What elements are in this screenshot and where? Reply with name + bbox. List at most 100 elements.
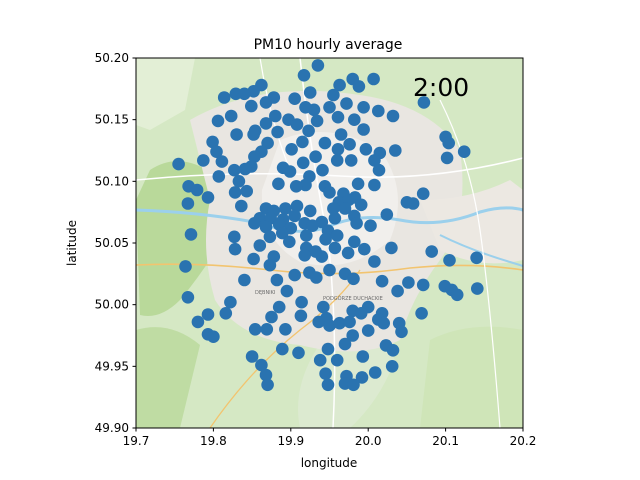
data-point — [217, 91, 231, 104]
data-point — [351, 177, 365, 191]
data-point — [386, 109, 400, 123]
data-point — [368, 178, 381, 192]
data-point — [190, 183, 204, 197]
data-point — [347, 378, 360, 392]
data-point — [377, 316, 391, 330]
data-point — [289, 180, 303, 193]
x-tick-label: 19.8 — [200, 434, 227, 448]
data-point — [310, 114, 324, 128]
chart-title: PM10 hourly average — [254, 37, 403, 53]
y-tick-label: 50.10 — [95, 174, 129, 188]
y-tick-label: 49.95 — [95, 359, 129, 373]
data-point — [294, 309, 308, 323]
data-point — [331, 143, 345, 156]
data-point — [416, 278, 430, 292]
y-tick-label: 49.90 — [95, 421, 129, 435]
data-point — [367, 72, 380, 86]
data-point — [350, 217, 363, 230]
data-point — [395, 325, 408, 339]
y-tick-label: 50.00 — [95, 298, 129, 312]
data-point — [321, 378, 335, 392]
data-point — [323, 263, 336, 277]
data-point — [191, 315, 205, 329]
data-point — [323, 186, 336, 199]
data-point — [372, 163, 386, 177]
data-point — [303, 204, 317, 218]
data-point — [230, 128, 243, 141]
data-point — [201, 191, 215, 204]
data-point — [346, 329, 360, 342]
data-point — [372, 104, 385, 118]
data-point — [271, 125, 284, 139]
data-point — [172, 157, 185, 171]
map-label-podgorze-duchackie: PODGÓRZE DUCHACKIE — [323, 295, 383, 302]
data-point — [440, 151, 454, 165]
data-point — [288, 209, 302, 223]
data-point — [228, 163, 241, 177]
data-point — [248, 323, 262, 336]
data-point — [357, 123, 370, 136]
data-point — [224, 109, 238, 123]
data-point — [283, 165, 297, 178]
data-point — [259, 117, 273, 130]
data-point — [296, 135, 309, 149]
data-point — [319, 367, 332, 381]
data-point — [359, 143, 373, 156]
data-point — [450, 288, 464, 302]
data-point — [272, 177, 285, 191]
data-point — [352, 80, 366, 93]
data-point — [311, 59, 325, 72]
data-point — [300, 229, 313, 242]
map-label-debniki: DĘBNIKI — [255, 290, 275, 296]
data-point — [260, 323, 274, 336]
data-point — [288, 268, 302, 282]
y-axis-label: latitude — [65, 220, 79, 266]
data-point — [386, 344, 400, 357]
x-tick-label: 19.7 — [123, 434, 150, 448]
data-point — [338, 337, 352, 351]
data-point — [357, 101, 370, 114]
y-tick-label: 50.20 — [95, 51, 129, 65]
x-tick-label: 19.9 — [277, 434, 304, 448]
data-point — [179, 260, 192, 273]
data-point — [259, 220, 273, 234]
data-point — [235, 199, 248, 213]
data-point — [327, 202, 340, 215]
data-point — [285, 143, 298, 156]
data-point — [270, 273, 284, 287]
data-point — [344, 154, 358, 167]
data-point — [288, 92, 302, 105]
data-point — [417, 96, 431, 109]
data-point — [298, 249, 312, 262]
data-point — [245, 99, 258, 113]
data-point — [276, 342, 289, 356]
data-point — [368, 255, 381, 268]
data-point — [269, 109, 282, 123]
data-point — [375, 274, 389, 288]
data-point — [316, 163, 329, 177]
data-point — [247, 252, 260, 266]
data-point — [323, 319, 336, 332]
data-point — [245, 350, 259, 363]
x-tick-label: 20.1 — [432, 434, 459, 448]
scatter-points — [172, 59, 484, 392]
data-point — [355, 371, 369, 384]
data-point — [443, 253, 456, 267]
data-point — [212, 170, 226, 183]
data-point — [292, 346, 305, 360]
data-point — [259, 96, 273, 109]
x-tick-label: 20.2 — [510, 434, 537, 448]
data-point — [232, 175, 246, 188]
data-point — [280, 284, 294, 298]
data-point — [389, 144, 402, 157]
data-point — [457, 145, 471, 158]
data-point — [327, 88, 340, 102]
data-point — [261, 378, 274, 392]
data-point — [248, 217, 261, 230]
data-point — [201, 308, 215, 321]
data-point — [238, 162, 252, 176]
data-point — [259, 368, 273, 382]
data-point — [333, 316, 346, 330]
data-point — [255, 358, 268, 372]
data-point — [364, 219, 377, 232]
